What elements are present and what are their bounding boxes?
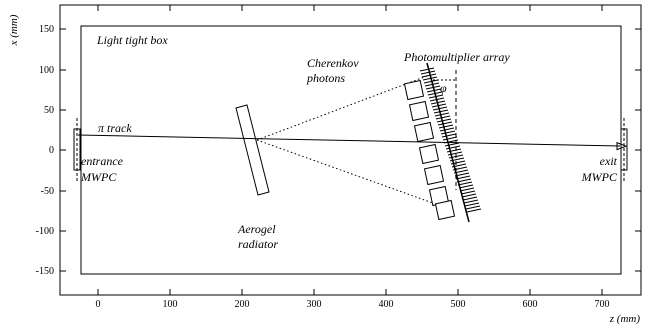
exit-label-1: exit xyxy=(600,154,618,168)
aerogel-radiator xyxy=(235,104,270,196)
photomultiplier-array xyxy=(403,62,482,223)
x-tick-0: 0 xyxy=(96,299,101,310)
x-tick-100: 100 xyxy=(163,299,178,310)
y-tick-150: 150 xyxy=(39,24,54,35)
pi-track-line xyxy=(77,134,621,147)
x-tick-500: 500 xyxy=(451,299,466,310)
x-axis-label: x (mm) xyxy=(8,14,20,46)
entrance-label-2: MWPC xyxy=(80,170,117,184)
photons-label-1: Cherenkov xyxy=(307,56,359,70)
cherenkov-cone-upper xyxy=(256,75,428,141)
x-tick-600: 600 xyxy=(523,299,538,310)
pi-track-arrowhead xyxy=(616,141,628,151)
aerogel-label-1: Aerogel xyxy=(237,222,276,236)
phi-label: φ xyxy=(440,81,447,95)
plot-frame xyxy=(59,4,642,296)
z-axis-label: z (mm) xyxy=(609,313,641,325)
pmt-label: Photomultiplier array xyxy=(403,50,510,64)
x-axis-ticks xyxy=(97,5,603,295)
x-tick-400: 400 xyxy=(379,299,394,310)
y-axis-ticks xyxy=(60,28,641,272)
y-tick-m50: -50 xyxy=(41,186,54,197)
entrance-label-1: entrance xyxy=(81,154,124,168)
y-tick-50: 50 xyxy=(44,105,54,116)
x-tick-200: 200 xyxy=(235,299,250,310)
exit-label-2: MWPC xyxy=(581,170,618,184)
y-tick-0: 0 xyxy=(49,145,54,156)
x-tick-700: 700 xyxy=(595,299,610,310)
y-tick-m150: -150 xyxy=(36,266,54,277)
cherenkov-cone-lower xyxy=(256,139,445,208)
pi-track-label: π track xyxy=(98,121,132,135)
photons-label-2: photons xyxy=(306,71,345,85)
x-tick-300: 300 xyxy=(307,299,322,310)
pmt-hatching xyxy=(419,67,482,213)
y-tick-m100: -100 xyxy=(36,226,54,237)
aerogel-label-2: radiator xyxy=(238,237,278,251)
pmt-tubes xyxy=(403,79,456,221)
box-label: Light tight box xyxy=(96,33,168,47)
y-tick-100: 100 xyxy=(39,65,54,76)
